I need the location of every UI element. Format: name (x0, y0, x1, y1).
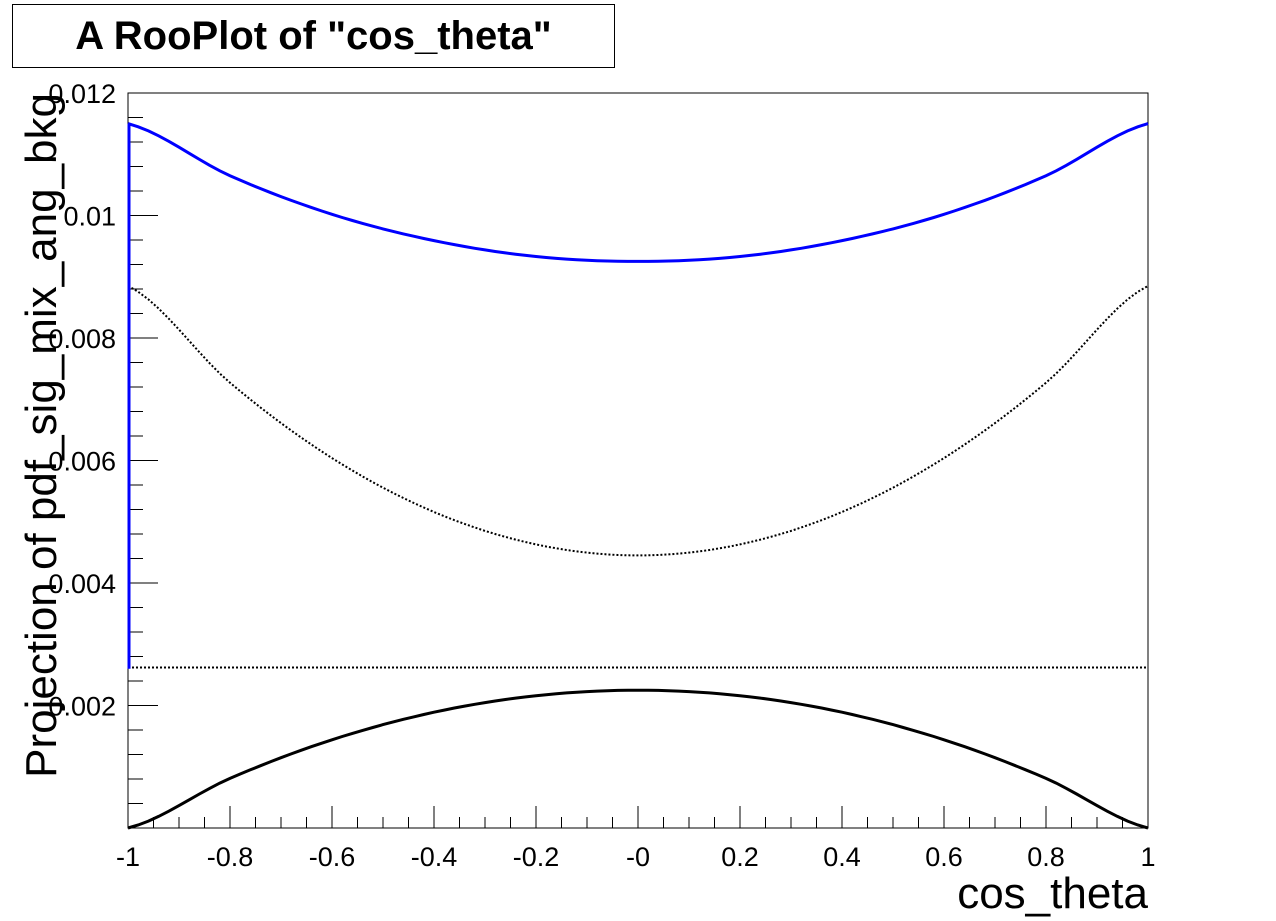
series-layer (127, 122, 1149, 830)
y-tick-label: 0.012 (48, 79, 116, 109)
x-tick-labels: -1 -0.8 -0.6 -0.4 -0.2 -0 0.2 0.4 0.6 0.8 1 (116, 842, 1156, 872)
series-1-line (127, 285, 1149, 557)
x-tick-label: 0.6 (925, 842, 963, 872)
x-tick-label: -0.8 (207, 842, 254, 872)
y-tick-label: 0.006 (48, 447, 116, 477)
x-tick-label: -0.6 (309, 842, 356, 872)
y-tick-labels: 0.002 0.004 0.006 0.008 0.01 0.012 (48, 79, 116, 722)
x-tick-label: 0.4 (823, 842, 861, 872)
x-axis-title: cos_theta (957, 869, 1148, 918)
x-tick-label: 1 (1140, 842, 1155, 872)
axis-ticks (127, 92, 1149, 829)
y-axis-title: Projection of pdf_sig_mix_ang_bkg (17, 93, 66, 778)
x-tick-label: -0.4 (411, 842, 458, 872)
chart-title-box: A RooPlot of "cos_theta" (12, 4, 615, 68)
x-tick-label: -1 (116, 842, 140, 872)
y-tick-label: 0.004 (48, 569, 116, 599)
series-3-line (127, 688, 1149, 830)
x-tick-label: -0.2 (513, 842, 560, 872)
y-tick-label: 0.002 (48, 692, 116, 722)
plot-frame (127, 92, 1149, 829)
series-0-line (127, 122, 1149, 263)
x-tick-label: -0 (626, 842, 650, 872)
chart-title: A RooPlot of "cos_theta" (75, 13, 552, 58)
y-tick-label: 0.01 (63, 202, 116, 232)
x-tick-label: 0.8 (1027, 842, 1065, 872)
x-tick-label: 0.2 (721, 842, 759, 872)
y-tick-label: 0.008 (48, 324, 116, 354)
